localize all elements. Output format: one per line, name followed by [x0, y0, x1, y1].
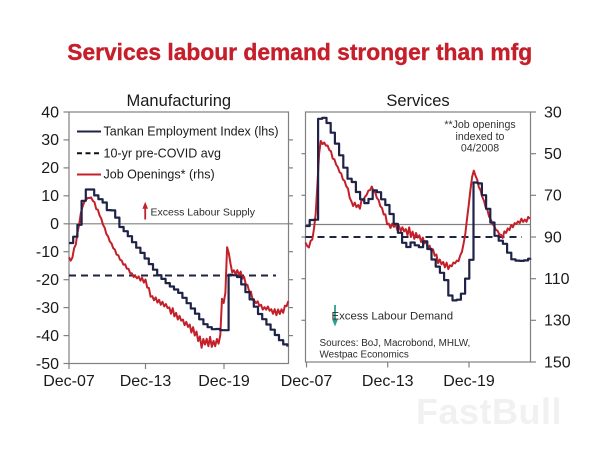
svg-text:Westpac Economics: Westpac Economics: [320, 350, 409, 361]
svg-text:04/2008: 04/2008: [461, 143, 499, 155]
svg-text:130: 130: [544, 313, 571, 330]
svg-text:10-yr pre-COVID avg: 10-yr pre-COVID avg: [104, 147, 221, 161]
svg-text:110: 110: [544, 271, 570, 288]
svg-text:-30: -30: [36, 300, 59, 317]
svg-text:Manufacturing: Manufacturing: [127, 92, 232, 110]
svg-text:50: 50: [544, 146, 562, 163]
svg-text:0: 0: [50, 216, 59, 233]
svg-text:-10: -10: [36, 244, 59, 261]
svg-text:10: 10: [41, 188, 59, 205]
svg-text:Dec-07: Dec-07: [43, 373, 95, 390]
svg-text:40: 40: [41, 104, 59, 121]
svg-text:20: 20: [41, 160, 59, 177]
svg-text:Dec-19: Dec-19: [198, 373, 250, 390]
svg-text:70: 70: [544, 188, 562, 205]
svg-text:150: 150: [544, 354, 571, 371]
svg-text:Tankan Employment Index (lhs): Tankan Employment Index (lhs): [104, 125, 279, 139]
svg-text:Job Openings* (rhs): Job Openings* (rhs): [104, 168, 215, 182]
svg-text:Services: Services: [386, 92, 449, 110]
svg-text:Dec-07: Dec-07: [281, 373, 333, 390]
svg-text:90: 90: [544, 229, 562, 246]
svg-text:Sources: BoJ, Macrobond, MHLW,: Sources: BoJ, Macrobond, MHLW,: [320, 338, 471, 349]
svg-text:-20: -20: [36, 272, 59, 289]
svg-text:Excess Labour Demand: Excess Labour Demand: [332, 311, 454, 323]
svg-text:-50: -50: [36, 356, 59, 373]
svg-text:-40: -40: [36, 328, 59, 345]
svg-text:Dec-13: Dec-13: [362, 373, 414, 390]
svg-text:30: 30: [544, 104, 562, 121]
svg-text:30: 30: [41, 132, 59, 149]
svg-text:indexed to: indexed to: [456, 131, 505, 143]
svg-text:**Job openings: **Job openings: [444, 119, 515, 131]
svg-text:Dec-13: Dec-13: [120, 373, 172, 390]
svg-text:Excess Labour Supply: Excess Labour Supply: [151, 207, 256, 219]
svg-text:Dec-19: Dec-19: [443, 373, 495, 390]
